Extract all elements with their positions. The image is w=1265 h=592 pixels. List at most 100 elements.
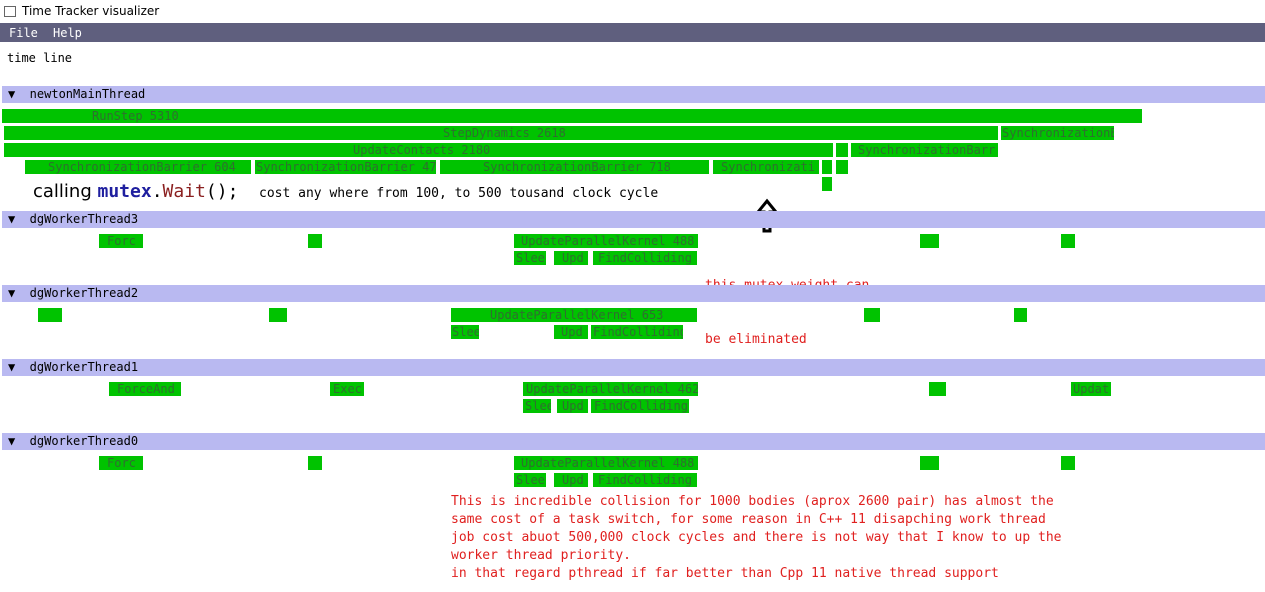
bar-label: Upd (562, 251, 584, 265)
timeline-bar[interactable]: UpdateContacts 2180 (4, 143, 833, 157)
timeline-bar[interactable]: Updat (1071, 382, 1111, 396)
bar-label: Upd (562, 399, 584, 413)
bar-label: Forc (107, 234, 136, 248)
bar-label: SynchronizationBarrier 718 (483, 160, 671, 174)
timeline-bar[interactable]: ForceAnd (109, 382, 181, 396)
note-line: same cost of a task switch, for some rea… (451, 512, 1046, 527)
code-method: Wait (162, 181, 206, 202)
timeline-bar[interactable]: UpdateParallelKernel 653 (451, 308, 697, 322)
timeline-bar[interactable] (920, 234, 939, 248)
code-dot: . (151, 181, 163, 202)
thread-header[interactable]: ▼ dgWorkerThread0 (2, 433, 1265, 450)
timeline-bar[interactable]: FindColliding (593, 251, 697, 265)
collision-note: This is incredible collision for 1000 bo… (451, 493, 1061, 583)
bar-label: Slee (452, 325, 479, 339)
bar-label: UpdateParallelKernel 488 (521, 456, 695, 470)
timeline-bar[interactable] (822, 177, 832, 191)
timeline-bar[interactable]: StepDynamics 2618 (4, 126, 998, 140)
timeline-bar[interactable]: UpdateParallelKernel 488 (514, 456, 698, 470)
timeline-bar[interactable]: FindColliding (591, 399, 689, 413)
timeline-bar[interactable]: FindColliding (593, 473, 697, 487)
bar-label: UpdateParallelKernel 462 (526, 382, 698, 396)
title-bar: Time Tracker visualizer (0, 0, 1265, 23)
timeline-bar[interactable] (308, 456, 322, 470)
menu-item[interactable]: File (9, 26, 38, 40)
timeline-bar[interactable]: UpdateParallelKernel 488 (514, 234, 698, 248)
timeline-bar[interactable] (836, 143, 848, 157)
mutex-note: this mutex weight can be eliminated (705, 241, 869, 367)
bar-label: Exec (333, 382, 362, 396)
timeline-bar[interactable] (836, 160, 848, 174)
timeline-bar[interactable] (1061, 234, 1075, 248)
bar-label: RunStep 5310 (92, 109, 179, 123)
bar-label: Updat (1073, 382, 1110, 396)
timeline-bar[interactable]: FindColliding (591, 325, 683, 339)
timeline-bar[interactable]: Upd (557, 399, 588, 413)
bar-label: SynchronizationB (1002, 126, 1114, 140)
code-call: calling mutex.Wait(); (33, 181, 238, 202)
timeline-bar[interactable]: RunStep 5310 (2, 109, 1142, 123)
thread-header[interactable]: ▼ dgWorkerThread2 (2, 285, 1265, 302)
note-line: be eliminated (705, 332, 807, 347)
timeline-bar[interactable] (1014, 308, 1027, 322)
bar-label: Upd (561, 325, 583, 339)
timeline-bar[interactable]: SynchronizationBarrier 718 (440, 160, 709, 174)
bar-label: FindColliding (593, 325, 683, 339)
bar-label: SynchronizationBarrier 479 (256, 160, 436, 174)
window-title: Time Tracker visualizer (22, 4, 160, 18)
cost-note: cost any where from 100, to 500 tousand … (259, 186, 659, 201)
bar-label: FindColliding (598, 251, 692, 265)
timeline-bar[interactable]: Exec (330, 382, 364, 396)
note-line: worker thread priority. (451, 548, 632, 563)
timeline-bar[interactable]: Forc (99, 456, 143, 470)
timeline-bar[interactable] (920, 456, 939, 470)
timeline-bar[interactable]: Slee (514, 251, 546, 265)
timeline-bar[interactable]: SynchronizationBarr (851, 143, 998, 157)
thread-header[interactable]: ▼ dgWorkerThread3 (2, 211, 1265, 228)
bar-label: FindColliding (594, 399, 688, 413)
bar-label: Forc (107, 456, 136, 470)
thread-header[interactable]: ▼ dgWorkerThread1 (2, 359, 1265, 376)
timeline-bar[interactable]: SynchronizationB (1001, 126, 1114, 140)
bar-label: UpdateContacts 2180 (353, 143, 491, 157)
code-object: mutex (97, 181, 152, 202)
timeline-bar[interactable] (929, 382, 946, 396)
bar-label: Slee (516, 473, 545, 487)
thread-name: ▼ dgWorkerThread3 (8, 212, 139, 226)
bar-label: Slee (525, 399, 551, 413)
bar-label: SynchronizationBarrier 604 (48, 160, 236, 174)
thread-name: ▼ newtonMainThread (8, 87, 146, 101)
timeline-bar[interactable]: Upd (554, 251, 588, 265)
thread-header[interactable]: ▼ newtonMainThread (2, 86, 1265, 103)
timeline-bar[interactable]: Synchronizati (713, 160, 819, 174)
timeline-bar[interactable]: UpdateParallelKernel 462 (523, 382, 698, 396)
timeline-bar[interactable] (864, 308, 880, 322)
timeline-bar[interactable]: SynchronizationBarrier 604 (25, 160, 251, 174)
timeline-bar[interactable]: Upd (554, 473, 588, 487)
timeline-bar[interactable]: Slee (514, 473, 546, 487)
bar-label: Upd (562, 473, 584, 487)
bar-label: Slee (516, 251, 545, 265)
timeline-bar[interactable] (308, 234, 322, 248)
bar-label: SynchronizationBarr (858, 143, 996, 157)
timeline-bar[interactable]: Upd (554, 325, 588, 339)
bar-label: ForceAnd (117, 382, 175, 396)
timeline-bar[interactable] (822, 160, 832, 174)
thread-name: ▼ dgWorkerThread1 (8, 360, 139, 374)
timeline-bar[interactable] (269, 308, 287, 322)
thread-name: ▼ dgWorkerThread2 (8, 286, 139, 300)
bar-label: StepDynamics 2618 (443, 126, 566, 140)
timeline-bar[interactable]: Forc (99, 234, 143, 248)
timeline-bar[interactable]: SynchronizationBarrier 479 (255, 160, 436, 174)
bar-label: FindColliding (598, 473, 692, 487)
note-line: in that regard pthread if far better tha… (451, 566, 999, 581)
bar-label: UpdateParallelKernel 488 (521, 234, 695, 248)
menu-item[interactable]: Help (53, 26, 82, 40)
thread-name: ▼ dgWorkerThread0 (8, 434, 139, 448)
timeline-bar[interactable]: Slee (451, 325, 479, 339)
bar-label: UpdateParallelKernel 653 (490, 308, 664, 322)
timeline-bar[interactable] (1061, 456, 1075, 470)
timeline-bar[interactable] (38, 308, 62, 322)
timeline-bar[interactable]: Slee (523, 399, 551, 413)
